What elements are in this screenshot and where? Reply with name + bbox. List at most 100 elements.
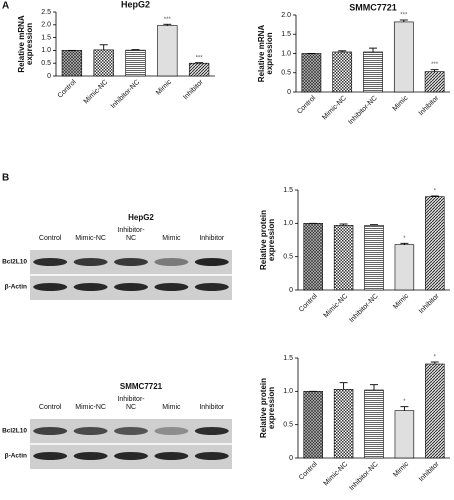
- y-axis-label: Relative protein: [259, 210, 268, 270]
- lane-label: Mimic: [162, 404, 181, 411]
- blot-band: [154, 258, 189, 266]
- y-tick-label: 1.0: [281, 50, 291, 57]
- bar: [303, 391, 323, 459]
- panel-label: A: [2, 1, 9, 12]
- x-tick-label: Mimic: [392, 292, 410, 310]
- x-tick-label: Mimic: [155, 78, 173, 96]
- x-tick-label: Inhibitor-NC: [347, 95, 378, 126]
- x-tick-label: Control: [298, 292, 319, 313]
- blot-band: [194, 258, 229, 266]
- blot-band: [114, 427, 148, 435]
- row-label: β-Actin: [5, 284, 27, 291]
- chart-title: HepG2: [121, 0, 150, 9]
- blot-band: [33, 283, 68, 291]
- bar: [157, 25, 178, 77]
- bar: [61, 50, 83, 77]
- blot-band: [114, 452, 148, 460]
- y-tick-label: 2.0: [281, 12, 291, 19]
- bar: [93, 49, 114, 77]
- significance-label: ***: [400, 13, 408, 19]
- lane-label: Inhibitor: [199, 235, 225, 242]
- bar: [333, 225, 354, 291]
- row-label: Bcl2L10: [2, 428, 27, 435]
- x-tick-label: Inhibitor: [418, 94, 441, 117]
- row-label: β-Actin: [5, 453, 27, 460]
- lane-label: Mimic-NC: [75, 235, 106, 242]
- y-tick-label: 1.0: [41, 47, 51, 54]
- x-tick-label: Inhibitor: [418, 292, 441, 315]
- lane-label: Inhibitor-: [117, 396, 145, 403]
- blot-band: [154, 452, 189, 460]
- lane-label: NC: [126, 404, 136, 411]
- blot-band: [154, 427, 189, 435]
- significance-label: ***: [431, 62, 439, 68]
- y-tick-label: 1.0: [283, 388, 293, 395]
- significance-label: ***: [196, 55, 204, 61]
- y-tick-label: 0: [47, 73, 51, 80]
- x-tick-label: Control: [298, 460, 319, 481]
- lane-label: Control: [39, 404, 62, 411]
- chart-title: SMMC7721: [349, 2, 397, 12]
- x-tick-label: Inhibitor-NC: [110, 79, 141, 110]
- y-tick-label: 0.5: [283, 422, 293, 429]
- significance-label: *: [434, 189, 437, 195]
- y-axis-label: expression: [265, 32, 274, 74]
- bar: [393, 21, 414, 93]
- y-tick-label: 1.5: [41, 34, 51, 41]
- lane-label: Inhibitor: [199, 404, 225, 411]
- y-tick-label: 1.5: [283, 187, 293, 194]
- blot-band: [194, 427, 229, 435]
- y-axis-label: Relative protein: [259, 378, 268, 438]
- blot-band: [73, 258, 108, 266]
- blot-band: [73, 427, 108, 435]
- significance-label: *: [434, 355, 437, 361]
- row-label: Bcl2L10: [2, 259, 27, 266]
- x-tick-label: Mimic: [392, 94, 410, 112]
- blot-band: [33, 258, 68, 266]
- blot-title: SMMC7721: [120, 382, 163, 391]
- y-tick-label: 2.0: [41, 22, 51, 29]
- x-tick-label: Mimic: [392, 460, 410, 478]
- lane-label: NC: [126, 235, 136, 242]
- bar: [394, 410, 415, 459]
- x-tick-label: Mimic-NC: [323, 461, 350, 488]
- bar: [394, 244, 415, 291]
- bar: [125, 49, 146, 77]
- lane-label: Control: [39, 235, 62, 242]
- bar: [301, 53, 322, 93]
- blot-band: [33, 452, 68, 460]
- significance-label: *: [403, 236, 406, 242]
- significance-label: *: [403, 399, 406, 405]
- bar: [425, 196, 445, 291]
- x-tick-label: Inhibitor: [182, 78, 205, 101]
- bar: [332, 51, 353, 93]
- y-tick-label: 1.0: [283, 220, 293, 227]
- y-tick-label: 0: [289, 455, 293, 462]
- x-tick-label: Control: [296, 94, 317, 115]
- y-axis-label: Relative mRNA: [17, 15, 26, 73]
- x-tick-label: Inhibitor: [418, 460, 441, 483]
- bar: [364, 389, 384, 459]
- x-tick-label: Control: [57, 78, 78, 99]
- bar: [424, 71, 445, 93]
- x-tick-label: Inhibitor-NC: [348, 461, 379, 492]
- bar: [363, 51, 383, 93]
- y-tick-label: 0.5: [41, 60, 51, 67]
- blot-title: HepG2: [128, 213, 154, 222]
- y-tick-label: 0: [287, 89, 291, 96]
- lane-label: Inhibitor-: [117, 227, 145, 234]
- bar: [188, 62, 210, 77]
- y-tick-label: 1.5: [281, 31, 291, 38]
- y-tick-label: 2.5: [41, 9, 51, 16]
- blot-band: [194, 452, 229, 460]
- bar: [333, 389, 354, 459]
- y-axis-label: Relative mRNA: [257, 25, 266, 83]
- lane-label: Mimic: [162, 235, 181, 242]
- x-tick-label: Mimic-NC: [83, 79, 110, 106]
- x-tick-label: Inhibitor-NC: [348, 293, 379, 324]
- x-tick-label: Mimic-NC: [321, 95, 348, 122]
- y-axis-label: expression: [267, 387, 276, 429]
- blot-band: [114, 283, 148, 291]
- y-tick-label: 0: [289, 287, 293, 294]
